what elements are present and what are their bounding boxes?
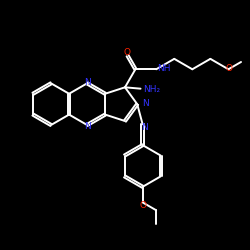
Text: O: O — [139, 201, 146, 210]
Text: NH₂: NH₂ — [143, 85, 160, 94]
Text: N: N — [84, 78, 90, 87]
Text: O: O — [123, 48, 130, 57]
Text: N: N — [141, 123, 148, 132]
Text: NH: NH — [157, 64, 171, 73]
Text: N: N — [142, 98, 149, 108]
Text: O: O — [226, 64, 233, 73]
Text: N: N — [84, 122, 90, 130]
